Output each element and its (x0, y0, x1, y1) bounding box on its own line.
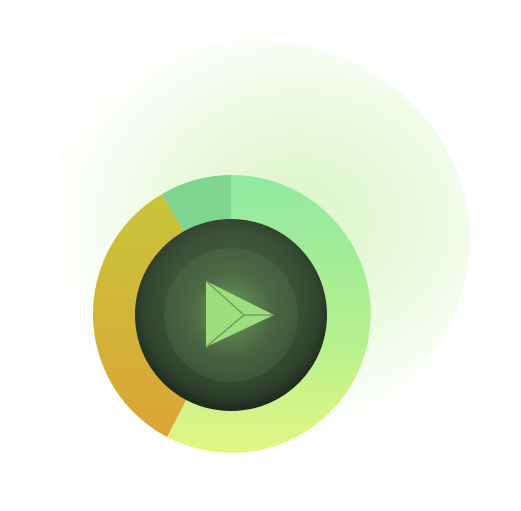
play-icon (205, 280, 274, 348)
play-button[interactable] (135, 219, 327, 411)
